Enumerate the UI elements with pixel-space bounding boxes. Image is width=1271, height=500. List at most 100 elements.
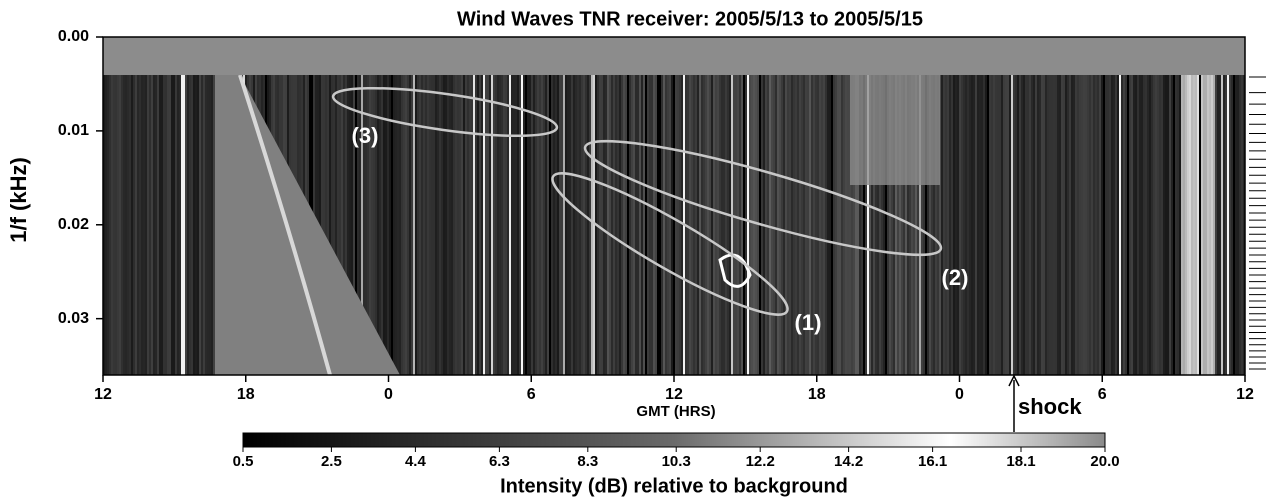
texture: [1073, 75, 1075, 375]
y-tick-label: 0.02: [58, 216, 89, 233]
texture: [487, 75, 489, 375]
texture: [1141, 75, 1143, 375]
texture: [335, 75, 337, 375]
texture: [529, 75, 531, 375]
texture: [659, 75, 661, 375]
texture: [745, 75, 747, 375]
texture: [1211, 75, 1213, 375]
texture: [939, 75, 941, 375]
texture: [497, 75, 499, 375]
texture: [753, 75, 755, 375]
texture: [961, 75, 963, 375]
texture: [865, 75, 867, 375]
texture: [177, 75, 179, 375]
texture: [899, 75, 901, 375]
texture: [861, 75, 863, 375]
texture: [549, 75, 551, 375]
texture: [599, 75, 601, 375]
texture: [589, 75, 591, 375]
texture: [1195, 75, 1197, 375]
texture: [843, 75, 845, 375]
texture: [857, 75, 859, 375]
texture: [355, 75, 357, 375]
texture: [435, 75, 437, 375]
texture: [1207, 75, 1209, 375]
texture: [445, 75, 447, 375]
texture: [471, 75, 473, 375]
texture: [853, 75, 855, 375]
texture: [421, 75, 423, 375]
texture: [585, 75, 587, 375]
texture: [1023, 75, 1025, 375]
texture: [1003, 75, 1005, 375]
texture: [105, 75, 107, 375]
texture: [811, 75, 813, 375]
texture: [1241, 75, 1243, 375]
texture: [1125, 75, 1127, 375]
texture: [539, 75, 541, 375]
texture: [521, 75, 523, 375]
texture: [639, 75, 641, 375]
colorbar-tick-label: 6.3: [489, 453, 510, 470]
texture: [397, 75, 399, 375]
texture: [579, 75, 581, 375]
texture: [1093, 75, 1095, 375]
texture: [479, 75, 481, 375]
texture: [367, 75, 369, 375]
texture: [493, 75, 495, 375]
texture: [999, 75, 1001, 375]
texture: [541, 75, 543, 375]
texture: [637, 75, 639, 375]
colorbar-tick-label: 4.4: [405, 453, 427, 470]
texture: [851, 75, 853, 375]
texture: [1127, 75, 1129, 375]
texture: [793, 75, 795, 375]
texture: [607, 75, 609, 375]
texture: [893, 75, 895, 375]
texture: [1219, 75, 1221, 375]
texture: [941, 75, 943, 375]
texture: [905, 75, 907, 375]
texture: [1157, 75, 1159, 375]
annotation: (3): [352, 123, 379, 148]
texture: [1173, 75, 1175, 375]
texture: [1117, 75, 1119, 375]
texture: [381, 75, 383, 375]
texture: [671, 75, 673, 375]
texture: [1037, 75, 1039, 375]
texture: [399, 75, 401, 375]
texture: [125, 75, 127, 375]
texture: [1031, 75, 1033, 375]
colorbar-tick-label: 16.1: [918, 453, 947, 470]
texture: [167, 75, 169, 375]
texture: [327, 75, 329, 375]
texture: [447, 75, 449, 375]
texture: [719, 75, 721, 375]
texture: [587, 75, 589, 375]
texture: [645, 75, 647, 375]
texture: [123, 75, 125, 375]
texture: [577, 75, 579, 375]
texture: [387, 75, 389, 375]
texture: [191, 75, 193, 375]
texture: [1183, 75, 1185, 375]
texture: [805, 75, 807, 375]
texture: [1209, 75, 1211, 375]
texture: [593, 75, 595, 375]
texture: [1063, 75, 1065, 375]
texture: [575, 75, 577, 375]
texture: [413, 75, 415, 375]
texture: [923, 75, 925, 375]
texture: [137, 75, 139, 375]
texture: [583, 75, 585, 375]
texture: [701, 75, 703, 375]
texture: [155, 75, 157, 375]
texture: [171, 75, 173, 375]
texture: [987, 75, 989, 375]
side-ticks: [1249, 76, 1266, 370]
texture: [989, 75, 991, 375]
texture: [749, 75, 751, 375]
colorbar: [242, 432, 1106, 448]
texture: [1215, 75, 1217, 375]
texture: [969, 75, 971, 375]
